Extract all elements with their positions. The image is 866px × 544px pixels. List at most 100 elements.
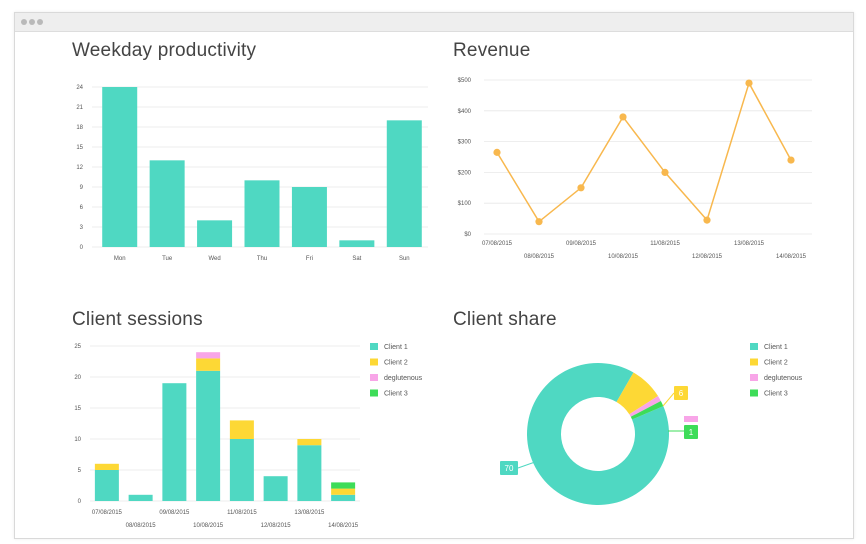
sessions-legend-swatch bbox=[370, 389, 378, 397]
revenue-chart-title: Revenue bbox=[453, 40, 531, 61]
revenue-x-tick-label: 07/08/2015 bbox=[482, 241, 513, 247]
sessions-bar-segment bbox=[162, 383, 187, 501]
sessions-bar-segment bbox=[263, 476, 288, 501]
sessions-y-tick-label: 0 bbox=[78, 499, 82, 505]
revenue-y-tick-label: $100 bbox=[458, 201, 472, 207]
sessions-bar-segment bbox=[196, 352, 221, 359]
sessions-x-tick-label: 08/08/2015 bbox=[126, 523, 157, 529]
weekday-x-tick-label: Sat bbox=[352, 256, 361, 262]
weekday-y-tick-label: 12 bbox=[76, 165, 83, 171]
app-window bbox=[14, 12, 854, 539]
revenue-y-tick-label: $0 bbox=[464, 232, 471, 238]
share-data-label-box bbox=[500, 461, 518, 475]
share-donut-slice bbox=[616, 372, 659, 415]
weekday-x-tick-label: Wed bbox=[208, 256, 220, 262]
weekday-y-tick-label: 3 bbox=[80, 225, 84, 231]
sessions-x-tick-label: 14/08/2015 bbox=[328, 523, 359, 529]
sessions-legend-label: Client 1 bbox=[384, 344, 408, 351]
sessions-bar-segment bbox=[128, 494, 153, 501]
revenue-series-line bbox=[496, 81, 792, 223]
sessions-x-tick-label: 10/08/2015 bbox=[193, 523, 224, 529]
revenue-data-point bbox=[493, 148, 501, 156]
sessions-bar-segment bbox=[297, 439, 322, 446]
sessions-bar-segment bbox=[94, 463, 119, 470]
share-data-label-box bbox=[684, 416, 698, 422]
sessions-legend-swatch bbox=[370, 343, 378, 350]
weekday-bar bbox=[386, 120, 422, 247]
revenue-data-point bbox=[787, 156, 795, 164]
share-legend-label: Client 3 bbox=[764, 391, 788, 398]
share-legend-swatch bbox=[750, 374, 758, 381]
revenue-x-tick-label: 14/08/2015 bbox=[776, 254, 807, 260]
window-control-dot[interactable] bbox=[37, 19, 43, 25]
sessions-bar-segment bbox=[331, 494, 356, 501]
sessions-bar-segment bbox=[229, 420, 254, 439]
sessions-bar-segment bbox=[196, 370, 221, 501]
share-legend-label: Client 2 bbox=[764, 360, 788, 367]
weekday-bar bbox=[339, 240, 375, 247]
sessions-legend-label: deglutenous bbox=[384, 375, 423, 382]
sessions-legend-label: Client 3 bbox=[384, 391, 408, 398]
revenue-y-tick-label: $200 bbox=[458, 170, 472, 176]
weekday-y-tick-label: 15 bbox=[76, 145, 83, 151]
sessions-legend-swatch bbox=[370, 358, 378, 366]
weekday-y-tick-label: 18 bbox=[76, 125, 83, 131]
share-data-label-box bbox=[684, 425, 698, 439]
sessions-y-tick-label: 10 bbox=[74, 437, 81, 443]
revenue-data-point bbox=[577, 184, 585, 192]
sessions-legend-swatch bbox=[370, 374, 378, 381]
revenue-y-tick-label: $400 bbox=[458, 109, 472, 115]
revenue-x-tick-label: 09/08/2015 bbox=[566, 241, 597, 247]
revenue-data-point bbox=[703, 216, 711, 224]
window-control-dot[interactable] bbox=[29, 19, 35, 25]
revenue-x-tick-label: 12/08/2015 bbox=[692, 254, 723, 260]
share-legend-label: Client 1 bbox=[764, 344, 788, 351]
weekday-y-tick-label: 9 bbox=[80, 185, 84, 191]
weekday-bar bbox=[291, 187, 327, 247]
sessions-x-tick-label: 12/08/2015 bbox=[261, 523, 292, 529]
sessions-x-tick-label: 09/08/2015 bbox=[159, 510, 190, 516]
share-donut-slice bbox=[527, 363, 669, 505]
share-donut-slice bbox=[630, 401, 664, 420]
share-legend-swatch bbox=[750, 358, 758, 366]
sessions-legend-label: Client 2 bbox=[384, 360, 408, 367]
share-legend-swatch bbox=[750, 343, 758, 350]
revenue-x-tick-label: 13/08/2015 bbox=[734, 241, 765, 247]
revenue-x-tick-label: 11/08/2015 bbox=[650, 241, 680, 247]
sessions-x-tick-label: 13/08/2015 bbox=[294, 510, 325, 516]
share-data-label: 70 bbox=[505, 464, 514, 473]
revenue-data-point bbox=[661, 168, 669, 176]
weekday-x-tick-label: Fri bbox=[306, 256, 313, 262]
weekday-bar bbox=[149, 160, 185, 247]
sessions-y-tick-label: 20 bbox=[74, 375, 81, 381]
sessions-y-tick-label: 25 bbox=[74, 344, 81, 350]
weekday-bar bbox=[244, 180, 280, 247]
revenue-data-point bbox=[535, 218, 543, 226]
sessions-bar-segment bbox=[229, 439, 254, 501]
weekday-bar bbox=[102, 87, 138, 247]
weekday-x-tick-label: Thu bbox=[257, 256, 267, 262]
share-legend-swatch bbox=[750, 389, 758, 397]
weekday-x-tick-label: Sun bbox=[399, 256, 410, 262]
revenue-data-point bbox=[619, 113, 627, 121]
weekday-y-tick-label: 21 bbox=[76, 105, 83, 111]
window-titlebar bbox=[15, 13, 853, 32]
weekday-x-tick-label: Mon bbox=[114, 256, 126, 262]
share-chart-title: Client share bbox=[453, 309, 557, 330]
weekday-bar bbox=[197, 220, 233, 247]
share-data-label-box bbox=[674, 386, 688, 400]
weekday-y-tick-label: 6 bbox=[80, 205, 84, 211]
sessions-y-tick-label: 15 bbox=[74, 406, 81, 412]
weekday-chart-title: Weekday productivity bbox=[72, 40, 257, 61]
revenue-x-tick-label: 10/08/2015 bbox=[608, 254, 639, 260]
share-data-label: 6 bbox=[679, 389, 684, 398]
sessions-chart-title: Client sessions bbox=[72, 309, 203, 330]
share-label-leader bbox=[517, 461, 536, 469]
window-control-dot[interactable] bbox=[21, 19, 27, 25]
revenue-y-tick-label: $300 bbox=[458, 140, 472, 146]
sessions-x-tick-label: 07/08/2015 bbox=[92, 510, 123, 516]
revenue-data-point bbox=[745, 79, 753, 87]
sessions-bar-segment bbox=[331, 482, 356, 489]
sessions-bar-segment bbox=[297, 445, 322, 501]
